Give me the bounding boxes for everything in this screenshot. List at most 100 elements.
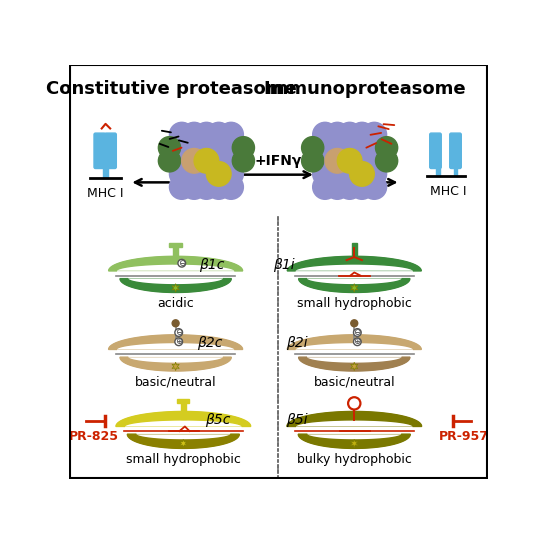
Circle shape <box>362 122 387 147</box>
Circle shape <box>182 136 206 160</box>
Circle shape <box>219 161 243 186</box>
Text: small hydrophobic: small hydrophobic <box>126 452 241 466</box>
Polygon shape <box>180 439 187 448</box>
Circle shape <box>170 148 194 173</box>
Circle shape <box>178 259 186 267</box>
Circle shape <box>194 148 219 173</box>
Circle shape <box>206 161 231 186</box>
Circle shape <box>194 161 219 186</box>
Text: acidic: acidic <box>157 297 194 310</box>
Circle shape <box>354 338 361 345</box>
Polygon shape <box>109 256 243 271</box>
Text: PR-825: PR-825 <box>69 430 119 443</box>
Text: bulky hydrophobic: bulky hydrophobic <box>297 452 412 466</box>
Circle shape <box>206 148 231 173</box>
Circle shape <box>219 148 243 173</box>
FancyBboxPatch shape <box>105 133 116 168</box>
Text: β2i: β2i <box>287 336 308 350</box>
Text: β5c: β5c <box>205 413 230 427</box>
Polygon shape <box>287 335 421 350</box>
Circle shape <box>206 175 231 199</box>
Bar <box>177 399 189 402</box>
Polygon shape <box>172 284 180 292</box>
Bar <box>170 243 182 247</box>
Polygon shape <box>287 412 422 427</box>
Polygon shape <box>127 434 239 448</box>
Circle shape <box>325 136 350 160</box>
Circle shape <box>337 148 362 173</box>
Text: MHC I: MHC I <box>87 187 124 200</box>
Circle shape <box>170 122 194 147</box>
Bar <box>181 402 186 419</box>
Text: β5i: β5i <box>287 413 308 427</box>
Polygon shape <box>298 434 410 448</box>
Circle shape <box>325 161 350 186</box>
Text: ⊖: ⊖ <box>354 328 361 337</box>
Circle shape <box>313 175 337 199</box>
Text: β1c: β1c <box>199 258 224 272</box>
Text: ⊕: ⊕ <box>175 337 182 346</box>
Circle shape <box>182 161 206 186</box>
Text: ⊕: ⊕ <box>354 337 361 346</box>
Polygon shape <box>299 357 410 371</box>
Polygon shape <box>299 279 410 293</box>
Circle shape <box>350 161 374 186</box>
Circle shape <box>350 136 374 160</box>
Circle shape <box>175 338 183 345</box>
Circle shape <box>325 122 350 147</box>
Circle shape <box>313 161 337 186</box>
Polygon shape <box>116 412 251 427</box>
Circle shape <box>194 148 219 173</box>
FancyBboxPatch shape <box>450 133 461 168</box>
Polygon shape <box>350 362 358 371</box>
FancyBboxPatch shape <box>430 133 441 168</box>
Bar <box>454 165 458 176</box>
Circle shape <box>194 136 219 160</box>
Circle shape <box>232 137 255 159</box>
Polygon shape <box>120 357 231 371</box>
Circle shape <box>313 136 337 160</box>
Circle shape <box>325 148 350 173</box>
Circle shape <box>313 148 337 173</box>
Circle shape <box>206 161 231 186</box>
Polygon shape <box>350 284 358 292</box>
Circle shape <box>182 175 206 199</box>
Circle shape <box>337 161 362 186</box>
Text: β2c: β2c <box>197 336 222 350</box>
Text: ⊖: ⊖ <box>178 259 186 268</box>
Text: MHC I: MHC I <box>430 186 466 199</box>
Text: Constitutive proteasome: Constitutive proteasome <box>46 80 297 98</box>
Text: basic/neutral: basic/neutral <box>135 376 217 388</box>
Circle shape <box>219 122 243 147</box>
Circle shape <box>194 175 219 199</box>
Circle shape <box>350 175 374 199</box>
Circle shape <box>170 136 194 160</box>
Circle shape <box>301 150 324 172</box>
Bar <box>103 165 108 178</box>
Circle shape <box>362 161 387 186</box>
Circle shape <box>170 175 194 199</box>
Text: Immunoproteasome: Immunoproteasome <box>263 80 466 98</box>
Bar <box>436 165 440 176</box>
Polygon shape <box>350 439 358 448</box>
Circle shape <box>219 136 243 160</box>
Polygon shape <box>109 335 243 350</box>
Circle shape <box>350 122 374 147</box>
Circle shape <box>158 150 181 172</box>
Circle shape <box>375 150 398 172</box>
Circle shape <box>354 329 361 336</box>
Circle shape <box>337 148 362 173</box>
Circle shape <box>158 137 181 159</box>
Circle shape <box>170 161 194 186</box>
Circle shape <box>362 148 387 173</box>
Circle shape <box>219 175 243 199</box>
Circle shape <box>362 175 387 199</box>
Circle shape <box>362 136 387 160</box>
Circle shape <box>325 175 350 199</box>
Circle shape <box>325 148 350 173</box>
Text: PR-957: PR-957 <box>438 430 489 443</box>
Circle shape <box>182 148 206 173</box>
Circle shape <box>182 122 206 147</box>
Text: β1i: β1i <box>274 258 295 272</box>
Circle shape <box>350 161 374 186</box>
